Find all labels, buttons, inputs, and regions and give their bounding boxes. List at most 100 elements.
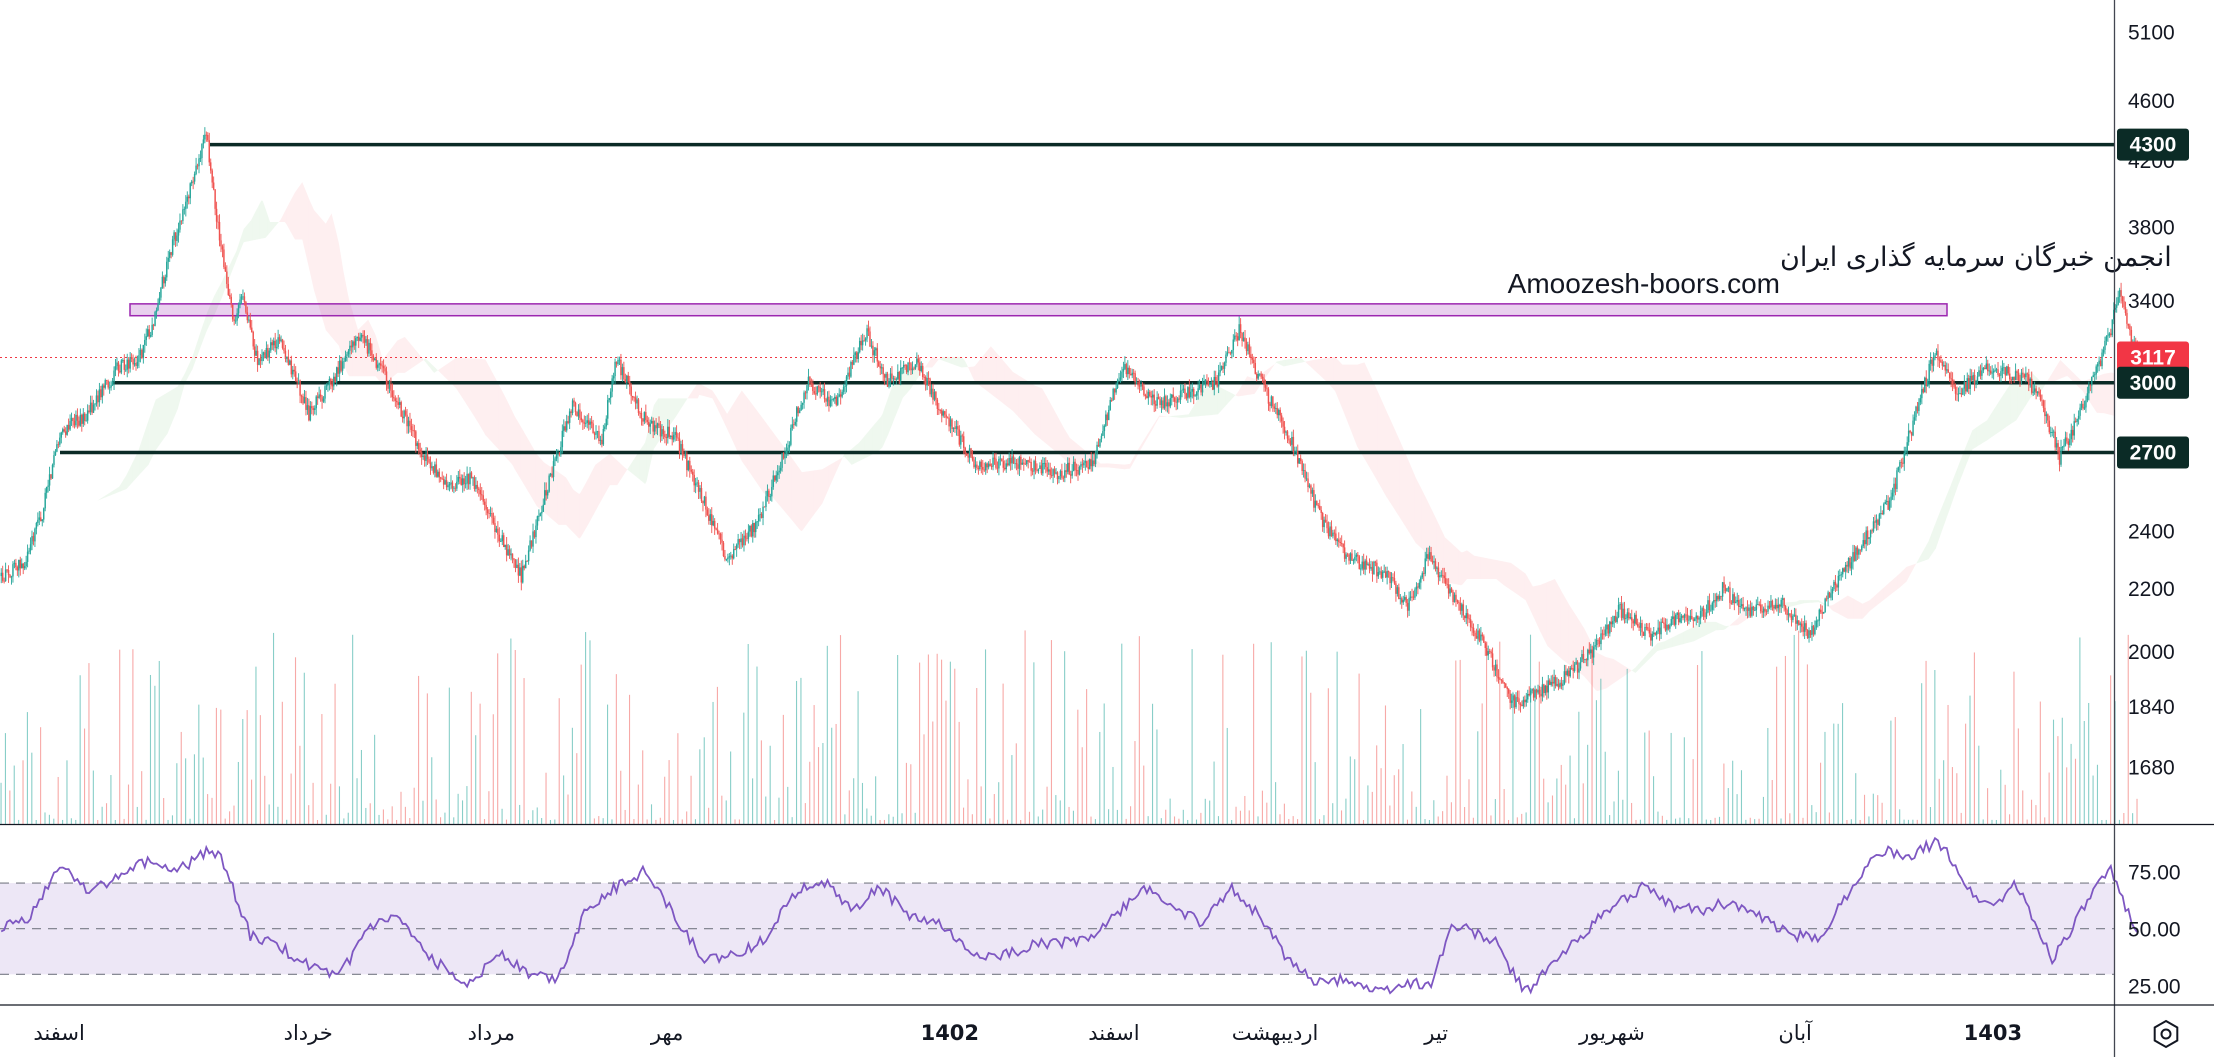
- cloud-segment: [416, 351, 419, 365]
- candle-body: [1865, 530, 1867, 545]
- cloud-segment: [1991, 410, 1993, 438]
- cloud-segment: [1190, 409, 1192, 418]
- cloud-segment: [1551, 579, 1554, 652]
- cloud-segment: [1557, 584, 1560, 657]
- hexagon-gear-icon[interactable]: [2153, 1019, 2179, 1049]
- cloud-segment: [1518, 568, 1520, 597]
- candle-body: [1532, 689, 1535, 698]
- cloud-segment: [344, 277, 347, 371]
- candle-body: [1423, 573, 1425, 574]
- cloud-segment: [1248, 376, 1251, 395]
- volume-bar: [892, 816, 894, 824]
- cloud-segment: [1195, 399, 1198, 417]
- candle-body: [249, 319, 252, 328]
- cloud-segment: [1201, 390, 1204, 416]
- cloud-segment: [954, 356, 956, 366]
- volume-bar: [721, 795, 723, 824]
- cloud-segment: [418, 352, 420, 364]
- cloud-segment: [1423, 491, 1425, 552]
- candle-body: [1885, 500, 1888, 502]
- cloud-segment: [1711, 621, 1714, 633]
- cloud-segment: [880, 414, 883, 449]
- candle-body: [177, 229, 180, 236]
- cloud-segment: [753, 405, 755, 481]
- cloud-segment: [135, 454, 137, 480]
- volume-bar: [1151, 703, 1154, 824]
- cloud-segment: [434, 366, 436, 373]
- candle-body: [144, 339, 146, 345]
- candle-body: [691, 471, 694, 475]
- cloud-segment: [1185, 414, 1188, 418]
- candle-body: [2086, 393, 2089, 401]
- cloud-segment: [1729, 624, 1731, 626]
- candle-body: [1362, 561, 1365, 570]
- cloud-segment: [1962, 452, 1964, 476]
- cloud-segment: [1128, 463, 1131, 469]
- cloud-segment: [609, 453, 612, 486]
- candle-body: [942, 411, 944, 416]
- candle-body: [1125, 364, 1128, 375]
- volume-bar: [1121, 643, 1123, 824]
- candle-body: [457, 476, 460, 482]
- candle-body: [858, 340, 861, 353]
- candle-body: [100, 389, 102, 398]
- candle-body: [1833, 581, 1835, 590]
- time-axis-label: اسفند: [33, 1021, 84, 1045]
- cloud-segment: [746, 396, 748, 470]
- candle-body: [1582, 654, 1585, 660]
- cloud-segment: [555, 470, 558, 524]
- candle-body: [123, 360, 126, 370]
- cloud-segment: [456, 357, 458, 391]
- cloud-segment: [702, 385, 704, 397]
- cloud-segment: [492, 373, 495, 445]
- candle-body: [552, 461, 555, 478]
- candle-body: [470, 472, 473, 479]
- candle-body: [148, 329, 150, 337]
- candle-body: [1811, 625, 1813, 636]
- candle-body: [686, 453, 688, 471]
- time-axis-label: مرداد: [468, 1021, 515, 1045]
- cloud-segment: [1820, 600, 1822, 604]
- candle-body: [1471, 627, 1473, 629]
- candle-body: [91, 402, 93, 413]
- candle-body: [1614, 616, 1617, 622]
- candle-body: [727, 557, 729, 560]
- candle-body: [264, 352, 266, 358]
- cloud-segment: [788, 453, 791, 518]
- candle-body: [804, 392, 807, 394]
- volume-bar: [1973, 652, 1975, 824]
- cloud-segment: [1937, 515, 1939, 545]
- candle-body: [1900, 462, 1903, 463]
- cloud-segment: [237, 242, 240, 257]
- candle-body: [815, 393, 817, 395]
- cloud-segment: [473, 358, 476, 418]
- volume-bar: [9, 790, 11, 824]
- cloud-segment: [1355, 364, 1358, 447]
- cloud-segment: [740, 390, 742, 462]
- cloud-segment: [1677, 633, 1680, 646]
- cloud-segment: [116, 487, 118, 494]
- volume-bar: [1951, 767, 1953, 824]
- cloud-segment: [1513, 565, 1516, 594]
- resistance-zone-rect[interactable]: [129, 303, 1948, 317]
- candle-body: [989, 463, 991, 467]
- candle-body: [1938, 359, 1941, 361]
- cloud-segment: [1247, 376, 1249, 396]
- cloud-segment: [252, 214, 254, 241]
- candle-body: [1774, 604, 1777, 609]
- volume-bar: [1310, 692, 1312, 824]
- volume-bar: [264, 775, 266, 824]
- candle-body: [1638, 625, 1640, 628]
- candle-body: [1875, 519, 1878, 523]
- candle-body: [1991, 372, 1993, 374]
- cloud-segment: [406, 338, 408, 372]
- candle-body: [677, 437, 679, 439]
- candle-body: [1528, 693, 1530, 696]
- candle-body: [2074, 421, 2077, 422]
- candle-body: [363, 336, 366, 343]
- volume-bar: [233, 805, 235, 824]
- candle-body: [1415, 586, 1418, 590]
- cloud-segment: [1408, 460, 1410, 534]
- cloud-segment: [1067, 433, 1069, 464]
